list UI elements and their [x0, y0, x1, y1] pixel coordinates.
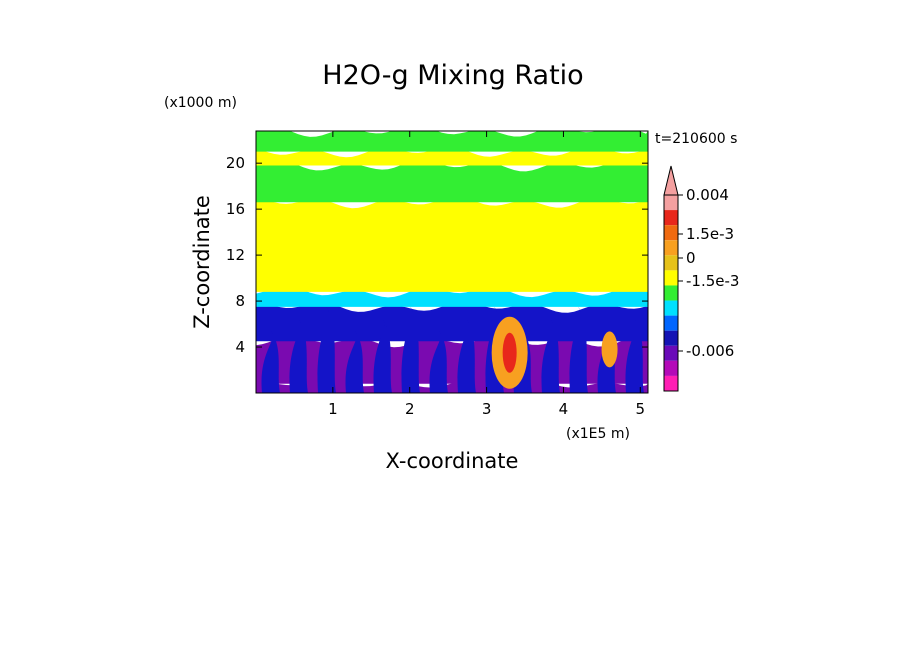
contour-band [256, 146, 648, 166]
plot-frame [255, 130, 649, 394]
colorbar-segment [664, 345, 678, 361]
time-label: t=210600 s [655, 131, 737, 147]
colorbar-frame [663, 194, 679, 392]
y-axis-label: Z-coordinate [190, 195, 214, 329]
contour-filament [401, 306, 420, 393]
colorbar-segment [664, 255, 678, 271]
chart-title: H2O-g Mixing Ratio [322, 60, 583, 91]
contour-filament [429, 329, 448, 393]
contour-filament [373, 318, 392, 393]
x-axis-unit: (x1E5 m) [566, 426, 630, 442]
colorbar-tick-label: 0 [686, 249, 696, 267]
contour-band [256, 131, 648, 152]
contour-band [256, 301, 648, 342]
colorbar-segment [664, 240, 678, 256]
contour-filament [345, 329, 364, 393]
x-tick-label: 5 [636, 400, 646, 418]
y-axis-unit: (x1000 m) [164, 95, 237, 111]
x-tick-label: 1 [328, 400, 338, 418]
colorbar-segment [664, 330, 678, 346]
colorbar-tick-label: 0.004 [686, 186, 729, 204]
colorbar-top-arrow [663, 165, 679, 196]
y-tick-label: 20 [226, 154, 245, 172]
colorbar-segment [664, 315, 678, 331]
colorbar-segment [664, 375, 678, 391]
colorbar-segment [664, 360, 678, 376]
contour-filament [541, 318, 560, 393]
y-tick-label: 16 [226, 200, 245, 218]
colorbar-tick-label: 1.5e-3 [686, 225, 734, 243]
contour-field [256, 131, 648, 393]
y-tick-label: 4 [235, 338, 245, 356]
x-tick-label: 4 [559, 400, 569, 418]
y-tick-label: 8 [235, 292, 245, 310]
y-tick-label: 12 [226, 246, 245, 264]
contour-band [256, 159, 648, 203]
colorbar-segment [664, 225, 678, 241]
contour-filament [569, 306, 588, 393]
x-axis-label: X-coordinate [386, 449, 519, 473]
contour-filament [625, 318, 644, 393]
y-axis-ticks: 4 8 12 16 20 [226, 154, 648, 356]
contour-band [256, 335, 648, 384]
x-axis-ticks: 1 2 3 4 5 [328, 131, 645, 418]
colorbar-segment [664, 285, 678, 301]
colorbar: 0.004 1.5e-3 0 -1.5e-3 -0.006 [663, 165, 739, 392]
contour-filament [317, 306, 336, 393]
contour-filament [261, 329, 280, 393]
x-tick-label: 3 [482, 400, 492, 418]
colorbar-segment [664, 195, 678, 211]
contour-band [256, 196, 648, 292]
contour-core-red [502, 332, 517, 373]
colorbar-segment [664, 210, 678, 226]
contour-filament [289, 318, 308, 393]
colorbar-tick-label: -0.006 [686, 342, 734, 360]
colorbar-segment [664, 300, 678, 316]
contour-filament [457, 318, 476, 393]
contour-core-orange [601, 331, 618, 368]
colorbar-tick-label: -1.5e-3 [686, 272, 739, 290]
colorbar-segment [664, 270, 678, 286]
x-tick-label: 2 [405, 400, 415, 418]
